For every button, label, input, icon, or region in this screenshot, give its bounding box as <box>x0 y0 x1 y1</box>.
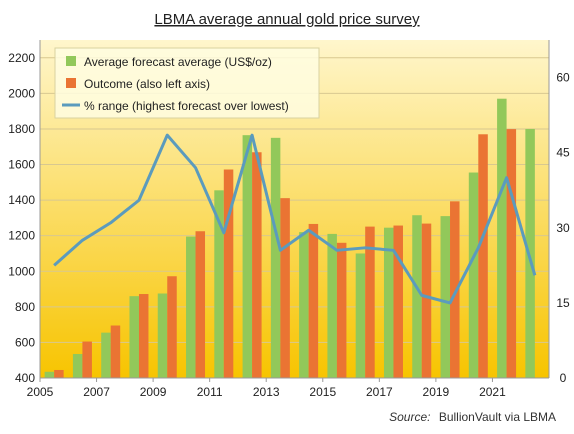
chart-title: LBMA average annual gold price survey <box>154 11 420 28</box>
legend-label-range: % range (highest forecast over lowest) <box>84 99 289 113</box>
left-tick-label: 1000 <box>8 264 35 278</box>
x-tick-label: 2013 <box>253 385 280 399</box>
x-tick-label: 2005 <box>27 385 54 399</box>
outcome-bar-2010 <box>195 231 206 378</box>
outcome-bar-2011 <box>223 169 234 378</box>
legend: Average forecast average (US$/oz) Outcom… <box>54 47 320 119</box>
outcome-bar-2016 <box>365 226 375 378</box>
x-tick-label: 2017 <box>366 385 393 399</box>
x-tick-label: 2011 <box>197 385 223 399</box>
legend-label-forecast: Average forecast average (US$/oz) <box>84 55 272 69</box>
outcome-bar-2015 <box>336 242 347 378</box>
outcome-bar-2017 <box>393 225 403 378</box>
right-tick-label: 30 <box>556 221 570 235</box>
outcome-bar-2007 <box>110 325 121 378</box>
forecast-bar-2021 <box>497 98 507 378</box>
outcome-bar-2019 <box>450 201 460 378</box>
forecast-bars <box>44 98 535 378</box>
outcome-bar-2006 <box>82 341 92 378</box>
forecast-bar-2006 <box>72 353 83 378</box>
outcome-bar-2018 <box>421 223 432 378</box>
forecast-bar-2011 <box>214 190 224 378</box>
forecast-bar-2007 <box>101 332 111 378</box>
range-series-line <box>53 133 537 305</box>
left-tick-label: 1800 <box>8 122 35 136</box>
x-tick-label: 2009 <box>140 385 167 399</box>
left-tick-label: 1200 <box>8 229 35 243</box>
x-tick-label: 2007 <box>83 385 110 399</box>
x-tick-label: 2019 <box>423 385 450 399</box>
left-tick-label: 600 <box>15 335 35 349</box>
legend-swatch-forecast <box>66 56 76 66</box>
right-tick-label: 60 <box>556 71 570 85</box>
source-text: BullionVault via LBMA <box>439 410 556 424</box>
forecast-bar-2017 <box>383 227 394 378</box>
left-tick-label: 2000 <box>8 86 35 100</box>
forecast-bar-2008 <box>129 296 139 378</box>
outcome-bar-2012 <box>252 152 262 378</box>
right-tick-label: 0 <box>560 371 567 385</box>
right-tick-label: 15 <box>556 296 570 310</box>
outcome-bar-2008 <box>138 294 149 378</box>
forecast-bar-2022 <box>525 128 535 378</box>
left-tick-label: 2200 <box>8 51 35 65</box>
forecast-bar-2020 <box>468 172 479 378</box>
right-tick-label: 45 <box>556 146 570 160</box>
forecast-bar-2010 <box>186 236 196 378</box>
forecast-bar-2013 <box>270 137 281 378</box>
outcome-bar-2021 <box>506 129 517 378</box>
legend-label-outcome: Outcome (also left axis) <box>84 77 210 91</box>
legend-swatch-outcome <box>66 78 76 88</box>
forecast-bar-2015 <box>327 233 337 378</box>
source-label: Source: <box>389 410 430 424</box>
outcome-bars <box>54 129 517 378</box>
legend-box <box>54 47 320 119</box>
outcome-bar-2005 <box>54 369 64 378</box>
forecast-bar-2019 <box>440 216 451 378</box>
forecast-bar-2005 <box>44 371 55 378</box>
left-tick-label: 800 <box>15 300 35 314</box>
x-axis-ticks: 2005 2007 2009 2011 2013 2015 2017 2019 2021 <box>27 378 506 399</box>
outcome-bar-2014 <box>308 223 319 378</box>
forecast-bar-2014 <box>299 232 309 378</box>
left-axis-ticks: 400 600 800 1000 1200 1400 1600 1800 2000 2200 <box>8 51 35 385</box>
forecast-bar-2012 <box>242 135 253 378</box>
forecast-bar-2018 <box>412 215 422 378</box>
right-axis-ticks: 0 15 30 45 60 <box>556 71 570 385</box>
source-note: Source: BullionVault via LBMA <box>389 410 556 424</box>
x-tick-label: 2021 <box>479 385 506 399</box>
forecast-bar-2009 <box>157 293 168 378</box>
range-line <box>53 133 537 305</box>
left-tick-label: 400 <box>15 371 35 385</box>
left-tick-label: 1400 <box>8 193 35 207</box>
axes <box>39 40 550 379</box>
outcome-bar-2020 <box>478 134 488 378</box>
outcome-bar-2013 <box>280 198 290 378</box>
x-tick-label: 2015 <box>309 385 336 399</box>
forecast-bar-2016 <box>355 253 366 378</box>
outcome-bar-2009 <box>167 276 177 378</box>
left-tick-label: 1600 <box>8 158 35 172</box>
svg-text:Source: BullionVault via: Source: BullionVault via LBMA <box>389 410 556 424</box>
